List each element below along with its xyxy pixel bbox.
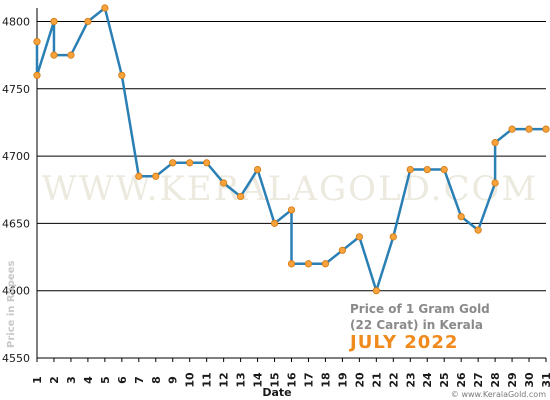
data-point-30 <box>491 179 499 187</box>
y-tick-label-4650: 4650 <box>2 217 30 230</box>
y-tick-label-4750: 4750 <box>2 83 30 96</box>
data-point-21 <box>338 246 346 254</box>
x-tick-label-21: 21 <box>370 372 383 387</box>
x-tick-label-29: 29 <box>506 372 519 387</box>
x-tick-label-7: 7 <box>133 376 146 384</box>
x-tick-label-24: 24 <box>421 372 434 388</box>
x-tick-label-8: 8 <box>150 376 163 384</box>
x-tick-label-25: 25 <box>438 372 451 387</box>
data-point-7 <box>118 71 126 79</box>
x-tick-label-9: 9 <box>167 376 180 384</box>
x-tick-label-3: 3 <box>65 376 78 384</box>
watermark-text: WWW.KERALAGOLD.COM <box>42 169 538 209</box>
caption-line-1: Price of 1 Gram Gold <box>350 302 490 316</box>
data-point-0 <box>33 38 41 46</box>
x-tick-label-22: 22 <box>387 372 400 387</box>
data-point-26 <box>423 165 431 174</box>
data-point-1 <box>33 71 41 79</box>
x-tick-label-4: 4 <box>82 376 95 384</box>
credit-text: © www.KeralaGold.com <box>451 390 546 399</box>
y-tick-label-4550: 4550 <box>2 352 30 365</box>
data-point-22 <box>355 233 363 241</box>
x-tick-label-5: 5 <box>99 376 112 384</box>
data-point-29 <box>474 226 482 234</box>
x-tick-label-11: 11 <box>201 372 214 387</box>
x-tick-label-13: 13 <box>235 372 248 387</box>
x-axis-title: Date <box>262 386 291 399</box>
caption-line-2: (22 Carat) in Kerala <box>350 318 483 332</box>
data-point-8 <box>135 172 143 180</box>
data-point-19 <box>304 260 313 268</box>
x-tick-label-27: 27 <box>472 372 485 387</box>
data-point-4 <box>67 51 75 59</box>
x-tick-label-23: 23 <box>404 372 417 387</box>
x-tick-label-12: 12 <box>218 372 231 387</box>
data-point-23 <box>372 287 380 295</box>
data-point-13 <box>220 179 228 187</box>
data-point-28 <box>457 213 465 221</box>
data-point-11 <box>186 159 194 167</box>
x-tick-label-10: 10 <box>184 372 197 388</box>
x-tick-label-28: 28 <box>489 372 502 387</box>
data-point-34 <box>542 125 550 133</box>
x-tick-label-18: 18 <box>319 372 332 387</box>
marker-layer <box>33 4 550 295</box>
x-tick-label-30: 30 <box>523 372 536 388</box>
y-axis-title: Price in Rupees <box>6 261 17 348</box>
data-point-33 <box>525 125 533 133</box>
x-tick-label-16: 16 <box>286 372 299 388</box>
x-tick-label-17: 17 <box>302 372 315 387</box>
x-tick-label-26: 26 <box>455 372 468 388</box>
data-point-18 <box>287 260 296 268</box>
data-point-20 <box>321 260 330 268</box>
data-point-10 <box>169 159 177 167</box>
x-tick-label-15: 15 <box>269 372 282 387</box>
data-point-2 <box>50 17 58 26</box>
x-tick-label-6: 6 <box>116 376 129 384</box>
data-point-6 <box>101 4 109 12</box>
x-tick-label-2: 2 <box>48 376 61 384</box>
y-tick-label-4600: 4600 <box>2 285 30 298</box>
x-tick-label-19: 19 <box>336 372 349 387</box>
x-tick-label-20: 20 <box>353 372 366 388</box>
data-point-24 <box>389 233 397 241</box>
x-tick-label-1: 1 <box>31 376 44 384</box>
x-tick-label-31: 31 <box>540 372 550 387</box>
data-point-14 <box>237 192 245 201</box>
data-point-32 <box>508 125 516 133</box>
data-point-3 <box>50 51 58 59</box>
month-label: JULY 2022 <box>348 332 458 353</box>
data-point-15 <box>253 165 262 174</box>
series-layer <box>35 6 546 292</box>
data-point-16 <box>270 219 279 227</box>
data-point-12 <box>203 159 211 167</box>
data-point-31 <box>491 139 499 147</box>
x-tick-label-14: 14 <box>252 372 265 388</box>
series-line-0 <box>35 6 546 292</box>
data-point-27 <box>440 165 448 174</box>
data-point-25 <box>406 165 414 174</box>
data-point-9 <box>152 172 160 180</box>
data-point-17 <box>287 206 296 214</box>
data-point-5 <box>84 17 92 26</box>
y-tick-label-4700: 4700 <box>2 150 30 163</box>
y-tick-label-4800: 4800 <box>2 15 30 28</box>
